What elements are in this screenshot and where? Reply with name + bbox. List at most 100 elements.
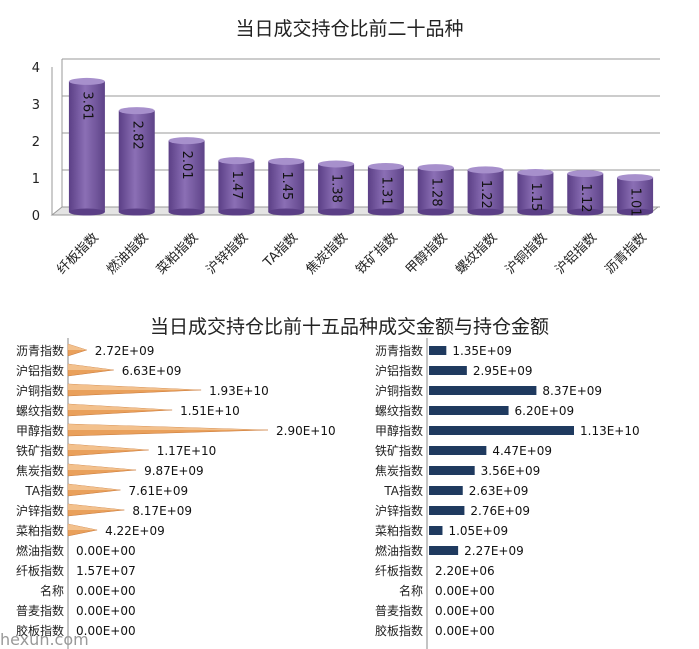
row-胶板指数: 胶板指数 0.00E+00 bbox=[375, 623, 495, 638]
bar-body bbox=[168, 140, 205, 212]
category-label: 螺纹指数 bbox=[375, 403, 423, 418]
open-interest-bar-chart: 沥青指数 1.35E+09 沪铝指数 2.95E+09 沪铜指数 8.37E+09 螺纹指数… bbox=[375, 338, 640, 649]
bar-焦炭指数: 1.38 焦炭指数 bbox=[304, 160, 355, 278]
bar-value-label: 1.22 bbox=[478, 180, 493, 209]
category-label: 甲醇指数 bbox=[16, 423, 64, 438]
category-label: 铁矿指数 bbox=[375, 443, 423, 458]
bar-沥青指数: 1.01 沥青指数 bbox=[603, 174, 654, 278]
row-TA指数: TA指数 7.61E+09 bbox=[24, 483, 188, 498]
row-沥青指数: 沥青指数 1.35E+09 bbox=[375, 343, 512, 358]
bar-value-label: 2.01 bbox=[179, 151, 194, 180]
category-label: 螺纹指数 bbox=[16, 403, 64, 418]
bar-value-label: 1.57E+07 bbox=[76, 564, 136, 578]
bar-highlight bbox=[68, 384, 202, 390]
bar-value-label: 7.61E+09 bbox=[128, 484, 188, 498]
turnover-bar-chart: 沥青指数 2.72E+09 沪铝指数 6.63E+09 沪铜指数 1.93E+10 螺纹指数… bbox=[16, 338, 336, 649]
category-label: TA指数 bbox=[383, 483, 423, 498]
row-TA指数: TA指数 2.63E+09 bbox=[383, 483, 528, 498]
bar-铁矿指数: 1.31 铁矿指数 bbox=[353, 163, 404, 278]
x-tick-label: 燃油指数 bbox=[103, 230, 151, 278]
y-tick-label: 4 bbox=[32, 61, 40, 76]
row-焦炭指数: 焦炭指数 9.87E+09 bbox=[16, 463, 204, 478]
bar-base bbox=[517, 208, 554, 216]
bar-value-label: 2.82 bbox=[129, 121, 144, 150]
category-label: TA指数 bbox=[24, 483, 64, 498]
bar-base bbox=[318, 208, 355, 216]
bar-cap bbox=[118, 107, 155, 115]
bar bbox=[429, 506, 465, 515]
bar-highlight bbox=[68, 424, 268, 430]
bar-value-label: 2.20E+06 bbox=[435, 564, 495, 578]
row-螺纹指数: 螺纹指数 1.51E+10 bbox=[16, 403, 240, 418]
row-名称: 名称 0.00E+00 bbox=[40, 583, 136, 598]
category-label: 沪铜指数 bbox=[375, 383, 423, 398]
bar-value-label: 4.22E+09 bbox=[105, 524, 165, 538]
category-label: 燃油指数 bbox=[375, 543, 423, 558]
category-label: 菜粕指数 bbox=[16, 523, 64, 538]
bar-value-label: 1.28 bbox=[428, 178, 443, 207]
bar-body bbox=[567, 173, 604, 212]
bar-value-label: 1.15 bbox=[528, 182, 543, 211]
volume-oi-ratio-chart: 012343.61纤板指数2.82燃油指数2.01菜粕指数1.47沪锌指数1.4… bbox=[32, 58, 660, 278]
bar-highlight bbox=[68, 364, 114, 370]
row-燃油指数: 燃油指数 2.27E+09 bbox=[375, 543, 524, 558]
bar-cap bbox=[218, 157, 255, 165]
bar-沪锌指数: 1.47 沪锌指数 bbox=[203, 157, 255, 278]
row-菜粕指数: 菜粕指数 4.22E+09 bbox=[16, 523, 165, 538]
bar-value-label: 8.17E+09 bbox=[132, 504, 192, 518]
y-tick-label: 2 bbox=[32, 135, 40, 150]
bar-body bbox=[218, 160, 255, 212]
bar-value-label: 1.51E+10 bbox=[180, 404, 240, 418]
bar-cap bbox=[517, 168, 554, 176]
bar-cap bbox=[367, 163, 404, 171]
bar-body bbox=[367, 166, 404, 212]
bar-value-label: 2.90E+10 bbox=[276, 424, 336, 438]
bar-body bbox=[318, 163, 355, 212]
bar-highlight bbox=[68, 404, 173, 410]
bar bbox=[429, 526, 443, 535]
x-tick-label: 菜粕指数 bbox=[154, 230, 201, 277]
row-胶板指数: 胶板指数 0.00E+00 bbox=[16, 623, 136, 638]
row-菜粕指数: 菜粕指数 1.05E+09 bbox=[375, 523, 508, 538]
category-label: 菜粕指数 bbox=[375, 523, 423, 538]
bar-value-label: 0.00E+00 bbox=[76, 624, 136, 638]
bar-沪铝指数: 1.12 沪铝指数 bbox=[552, 170, 604, 278]
bar bbox=[429, 446, 487, 455]
category-label: 甲醇指数 bbox=[375, 423, 423, 438]
y-tick-label: 3 bbox=[32, 98, 40, 113]
bar-base bbox=[567, 208, 604, 216]
bottom-chart-panel bbox=[0, 300, 699, 649]
bar-cap bbox=[318, 160, 355, 168]
bar-value-label: 2.95E+09 bbox=[473, 364, 533, 378]
row-沥青指数: 沥青指数 2.72E+09 bbox=[16, 343, 154, 358]
row-沪铜指数: 沪铜指数 8.37E+09 bbox=[375, 383, 602, 398]
bar-highlight bbox=[68, 524, 98, 530]
category-label: 沪锌指数 bbox=[16, 503, 64, 518]
bar-value-label: 1.13E+10 bbox=[580, 424, 640, 438]
bar bbox=[429, 366, 467, 375]
x-tick-label: 沪锌指数 bbox=[203, 230, 251, 278]
x-tick-label: 沪铜指数 bbox=[502, 230, 550, 278]
bar-cap bbox=[467, 166, 504, 174]
bar-value-label: 9.87E+09 bbox=[144, 464, 204, 478]
bar-value-label: 8.37E+09 bbox=[542, 384, 602, 398]
row-燃油指数: 燃油指数 0.00E+00 bbox=[16, 543, 136, 558]
row-纤板指数: 纤板指数 2.20E+06 bbox=[375, 563, 495, 578]
bar bbox=[429, 426, 574, 435]
x-tick-label: TA指数 bbox=[260, 230, 301, 271]
chart-title-bottom: 当日成交持仓比前十五品种成交金额与持仓金额 bbox=[149, 316, 549, 338]
bar-value-label: 3.56E+09 bbox=[481, 464, 541, 478]
category-label: 铁矿指数 bbox=[16, 443, 64, 458]
bar-value-label: 0.00E+00 bbox=[435, 604, 495, 618]
bar-value-label: 1.05E+09 bbox=[448, 524, 508, 538]
bar-cap bbox=[168, 137, 205, 145]
bar-body bbox=[467, 169, 504, 212]
bar-highlight bbox=[68, 444, 149, 450]
bar-cap bbox=[617, 174, 654, 182]
category-label: 普麦指数 bbox=[16, 603, 64, 618]
row-普麦指数: 普麦指数 0.00E+00 bbox=[16, 603, 136, 618]
row-普麦指数: 普麦指数 0.00E+00 bbox=[375, 603, 495, 618]
bar-value-label: 1.12 bbox=[578, 184, 593, 213]
bar-value-label: 1.01 bbox=[628, 188, 643, 217]
bar-value-label: 6.63E+09 bbox=[122, 364, 182, 378]
